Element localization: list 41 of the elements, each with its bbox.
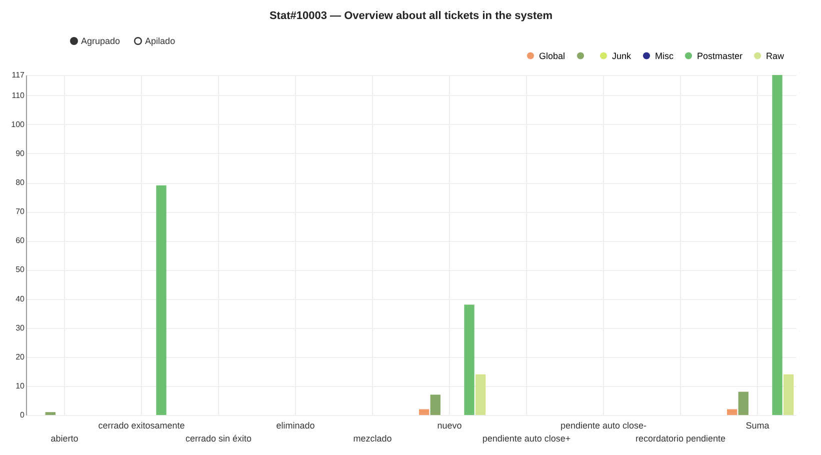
- legend-label: Postmaster: [697, 50, 743, 61]
- y-tick-label: 70: [16, 207, 26, 216]
- text: Apilado: [145, 36, 176, 46]
- y-tick-label: 100: [11, 120, 26, 129]
- legend-label: Junk: [612, 50, 632, 61]
- bar: [475, 374, 486, 415]
- y-tick-label: 20: [16, 352, 26, 362]
- y-tick-label: 90: [16, 148, 26, 158]
- chart-title: Stat#10003 — Overview about all tickets in the system: [269, 10, 553, 22]
- x-tick-label: cerrado sin éxito: [185, 434, 252, 444]
- x-tick-label: recordatorio pendiente: [635, 434, 726, 444]
- x-tick-label: pendiente auto close+: [482, 434, 571, 444]
- legend-label: Misc: [655, 50, 674, 61]
- y-tick-label: 110: [12, 90, 26, 100]
- x-tick-label: eliminado: [276, 420, 315, 430]
- bar: [738, 392, 748, 415]
- x-tick-label: mezclado: [353, 434, 392, 444]
- bar: [727, 409, 738, 415]
- bar: [464, 304, 474, 415]
- bar: [772, 75, 782, 415]
- text: Agrupado: [81, 36, 120, 46]
- x-tick-label: pendiente auto close-: [560, 420, 647, 430]
- bar: [156, 185, 166, 415]
- y-tick-label: 50: [16, 265, 26, 274]
- x-tick-label: nuevo: [437, 420, 462, 430]
- x-tick-label: Suma: [746, 420, 770, 430]
- legend-label: Global: [539, 50, 566, 61]
- y-tick-label: 117: [12, 70, 26, 80]
- x-tick-label: abierto: [50, 434, 78, 444]
- y-tick-label: 0: [20, 410, 26, 420]
- x-tick-label: cerrado exitosamente: [98, 420, 185, 430]
- bar: [783, 374, 794, 415]
- y-tick-label: 30: [16, 323, 26, 332]
- y-tick-label: 40: [16, 294, 26, 304]
- y-tick-label: 80: [16, 178, 26, 188]
- y-tick-label: 10: [16, 381, 26, 390]
- bar: [419, 409, 430, 415]
- bar: [45, 412, 56, 415]
- bar: [430, 394, 440, 415]
- y-tick-label: 60: [16, 236, 26, 246]
- legend-label: Raw: [766, 50, 785, 61]
